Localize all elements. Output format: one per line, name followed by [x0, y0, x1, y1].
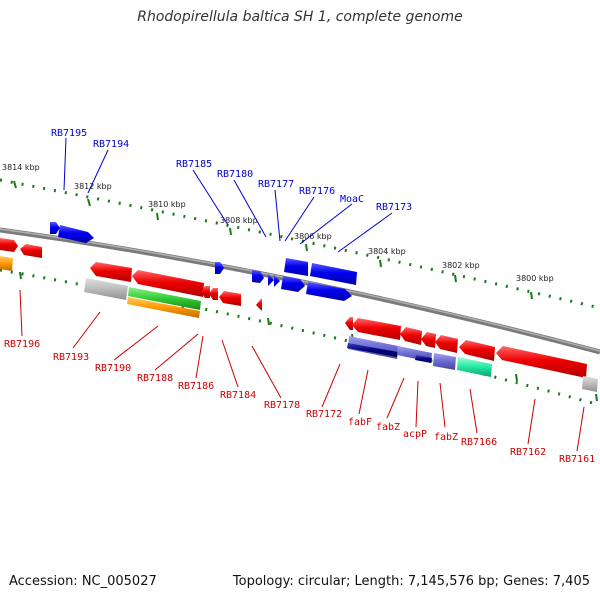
gene-arrow[interactable] — [132, 270, 204, 297]
feature-bar[interactable] — [128, 287, 201, 310]
gene-label[interactable]: RB7166 — [461, 437, 497, 448]
gene-label[interactable]: RB7185 — [176, 159, 212, 170]
gene-label[interactable]: MoaC — [340, 194, 364, 205]
gene-arrow[interactable] — [284, 258, 308, 276]
gene-label[interactable]: fabF — [348, 417, 372, 428]
gene-arrow[interactable] — [58, 225, 94, 243]
gene-label[interactable]: RB7196 — [4, 339, 40, 350]
gene-arrow[interactable] — [274, 275, 280, 287]
gene-arrow[interactable] — [281, 276, 305, 292]
gene-label[interactable]: RB7162 — [510, 447, 546, 458]
scale-label: 3812 kbp — [74, 182, 112, 191]
gene-arrow[interactable] — [310, 263, 357, 285]
gene-arrow[interactable] — [352, 318, 401, 340]
scale-label: 3804 kbp — [368, 247, 406, 256]
bottom-gene-labels: RB7196 RB7193 RB7190 RB7188 RB7186 RB718… — [4, 339, 595, 465]
accession-text: Accession: NC_005027 — [9, 574, 157, 589]
feature-bar[interactable] — [84, 278, 128, 300]
scale-label: 3810 kbp — [148, 200, 186, 209]
feature-bar[interactable] — [433, 353, 456, 370]
top-label-leaders — [63, 137, 393, 253]
gene-label[interactable]: RB7172 — [306, 409, 342, 420]
gene-arrow[interactable] — [20, 244, 42, 258]
minus-strand-genes — [0, 238, 587, 378]
gene-label[interactable]: RB7195 — [51, 128, 87, 139]
feature-bar[interactable] — [457, 357, 492, 377]
gene-label[interactable]: acpP — [403, 429, 427, 440]
gene-arrow[interactable] — [209, 288, 218, 300]
gene-label[interactable]: RB7176 — [299, 186, 335, 197]
feature-bar[interactable] — [347, 343, 398, 357]
gene-arrow[interactable] — [268, 274, 274, 286]
gene-arrow[interactable] — [201, 286, 210, 298]
scale-label: 3802 kbp — [442, 261, 480, 270]
gene-arrow[interactable] — [256, 298, 262, 311]
feature-bar[interactable] — [127, 297, 200, 318]
gene-label[interactable]: RB7188 — [137, 373, 173, 384]
gene-label[interactable]: fabZ — [434, 432, 458, 443]
gene-label[interactable]: RB7177 — [258, 179, 294, 190]
gene-arrow[interactable] — [215, 262, 224, 274]
gene-label[interactable]: RB7161 — [559, 454, 595, 465]
gene-arrow[interactable] — [219, 291, 241, 306]
scale-label: 3806 kbp — [294, 232, 332, 241]
bottom-label-leaders — [19, 289, 585, 452]
feature-bar[interactable] — [0, 256, 13, 271]
gene-arrow[interactable] — [0, 238, 18, 252]
plus-strand-genes — [50, 222, 357, 301]
gene-label[interactable]: RB7180 — [217, 169, 253, 180]
gene-arrow[interactable] — [435, 335, 458, 353]
gene-arrow[interactable] — [459, 340, 495, 361]
gene-label[interactable]: RB7178 — [264, 400, 300, 411]
gene-label[interactable]: RB7194 — [93, 139, 129, 150]
gene-arrow[interactable] — [345, 317, 353, 330]
gene-label[interactable]: RB7184 — [220, 390, 256, 401]
gene-arrow[interactable] — [421, 332, 436, 348]
gene-arrow[interactable] — [50, 222, 60, 234]
scale-label: 3808 kbp — [220, 216, 258, 225]
gene-arrow[interactable] — [400, 327, 422, 345]
gene-label[interactable]: fabZ — [376, 422, 400, 433]
genome-title: Rhodopirellula baltica SH 1, complete ge… — [137, 9, 463, 25]
scale-label: 3814 kbp — [2, 163, 40, 172]
top-gene-labels: RB7195 RB7194 RB7185 RB7180 RB7177 RB717… — [51, 128, 412, 213]
gene-arrow[interactable] — [496, 346, 587, 378]
feature-bar[interactable] — [582, 376, 598, 392]
scale-major-ticks-outer — [13, 180, 533, 300]
gene-label[interactable]: RB7193 — [53, 352, 89, 363]
genome-summary-text: Topology: circular; Length: 7,145,576 bp… — [232, 574, 590, 589]
scale-label: 3800 kbp — [516, 274, 554, 283]
gene-label[interactable]: RB7173 — [376, 202, 412, 213]
gene-label[interactable]: RB7190 — [95, 363, 131, 374]
gene-label[interactable]: RB7186 — [178, 381, 214, 392]
feature-tracks — [0, 256, 598, 392]
gene-arrow[interactable] — [306, 282, 352, 301]
feature-bar[interactable] — [415, 355, 432, 363]
gene-arrow[interactable] — [252, 270, 264, 283]
gene-arrow[interactable] — [90, 262, 132, 282]
